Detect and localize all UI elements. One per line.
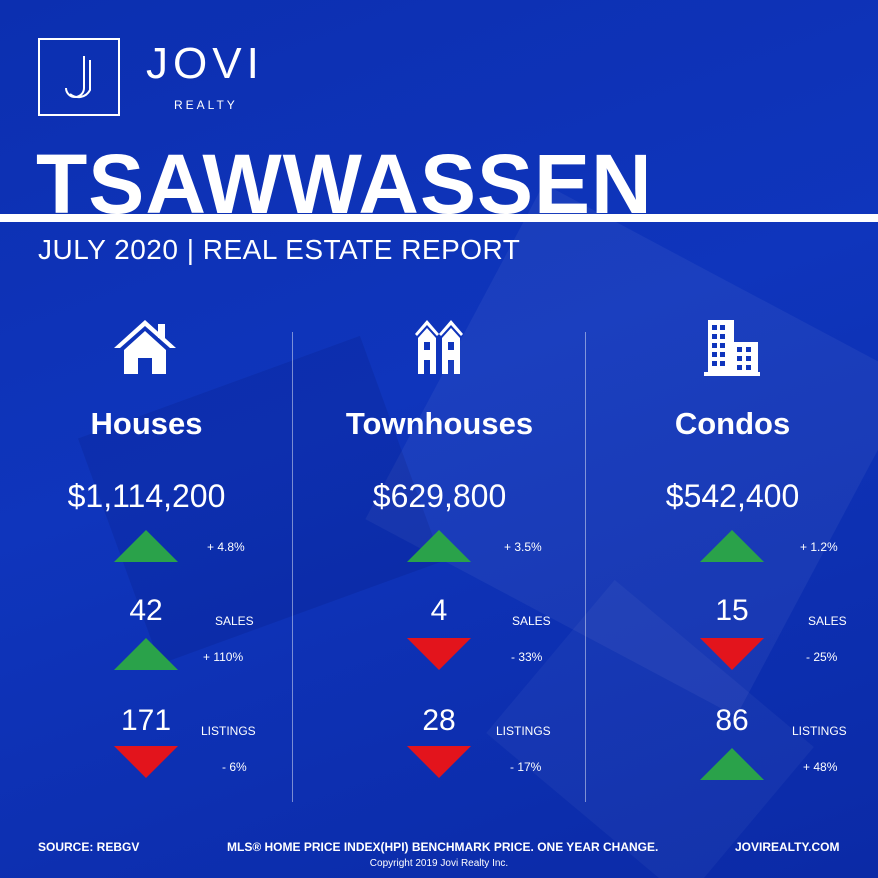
house-icon: [0, 318, 293, 378]
listings-label: LISTINGS: [201, 724, 256, 738]
price-change: + 3.5%: [504, 540, 542, 554]
page-title: TSAWWASSEN: [36, 137, 653, 231]
footer-website: JOVIREALTY.COM: [735, 840, 840, 854]
sales-trend-up-icon: [114, 638, 178, 670]
footer-note: MLS® HOME PRICE INDEX(HPI) BENCHMARK PRI…: [227, 840, 659, 854]
column-title: Houses: [90, 406, 203, 441]
brand-name: JOVI: [146, 39, 264, 88]
column-divider: [585, 332, 586, 802]
listings-count: 86: [715, 704, 749, 737]
report-subtitle: JULY 2020 | REAL ESTATE REPORT: [38, 234, 521, 265]
logo-mark-icon: [65, 56, 91, 99]
listings-count: 28: [422, 704, 456, 737]
footer-copyright: Copyright 2019 Jovi Realty Inc.: [369, 858, 509, 869]
price-trend-up-icon: [114, 530, 178, 562]
sales-change: - 33%: [511, 650, 543, 664]
sales-count: 15: [715, 594, 749, 627]
townhouse-icon: [293, 318, 586, 378]
listings-change: - 6%: [222, 760, 247, 774]
listings-trend-down-icon: [114, 746, 178, 778]
sales-label: SALES: [512, 614, 551, 628]
listings-change: + 48%: [803, 760, 838, 774]
listings-change: - 17%: [510, 760, 542, 774]
sales-label: SALES: [215, 614, 254, 628]
sales-trend-down-icon: [700, 638, 764, 670]
listings-trend-up-icon: [700, 748, 764, 780]
column-title: Townhouses: [345, 406, 534, 441]
price-trend-up-icon: [700, 530, 764, 562]
listings-count: 171: [120, 704, 172, 737]
price-change: + 1.2%: [800, 540, 838, 554]
brand-subtitle: REALTY: [174, 98, 238, 112]
sales-count: 4: [430, 594, 448, 627]
benchmark-price: $1,114,200: [67, 478, 226, 514]
listings-label: LISTINGS: [496, 724, 551, 738]
column-title: Condos: [674, 406, 791, 441]
brand-logo: [38, 38, 120, 116]
price-trend-up-icon: [407, 530, 471, 562]
listings-trend-down-icon: [407, 746, 471, 778]
condos-column: Condos $542,400 + 1.2% 15 SALES - 25% 86…: [586, 318, 878, 798]
listings-label: LISTINGS: [792, 724, 847, 738]
houses-column: Houses $1,114,200 + 4.8% 42 SALES + 110%…: [0, 318, 293, 798]
townhouses-column: Townhouses $629,800 + 3.5% 4 SALES - 33%…: [293, 318, 586, 798]
benchmark-price: $629,800: [372, 478, 507, 514]
sales-label: SALES: [808, 614, 847, 628]
condo-building-icon: [586, 318, 878, 378]
sales-change: - 25%: [806, 650, 838, 664]
sales-trend-down-icon: [407, 638, 471, 670]
footer-source: SOURCE: REBGV: [38, 840, 140, 854]
price-change: + 4.8%: [207, 540, 245, 554]
sales-count: 42: [129, 594, 163, 627]
benchmark-price: $542,400: [665, 478, 800, 514]
sales-change: + 110%: [203, 650, 244, 664]
title-underline: [0, 214, 878, 222]
column-divider: [292, 332, 293, 802]
